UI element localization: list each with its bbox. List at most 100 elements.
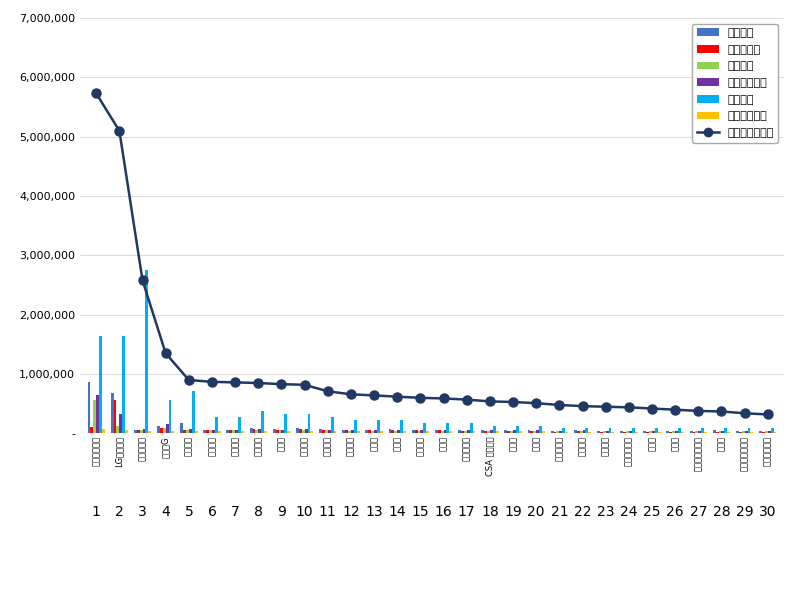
Bar [504,430,507,433]
Bar [299,429,302,433]
Bar [398,430,400,433]
Bar [629,431,632,433]
Bar [334,431,337,433]
브랜드평판지수 [184,376,194,383]
브랜드평판지수 [161,350,170,357]
Bar [226,430,230,433]
Bar [542,431,545,433]
Bar [507,431,510,433]
Bar [322,430,325,433]
Bar [357,431,360,433]
Bar [745,431,747,433]
Bar [171,431,174,433]
Bar [414,430,418,433]
Bar [464,431,466,433]
Bar [241,431,244,433]
브랜드평판지수 [717,408,726,415]
Bar [493,426,496,433]
Bar [374,430,377,433]
Bar [530,431,534,433]
Bar [759,431,762,433]
Bar [305,429,307,433]
Bar [658,432,661,433]
브랜드평판지수 [462,396,471,403]
Bar [180,423,183,433]
Bar [574,430,577,433]
브랜드평판지수 [91,90,101,97]
Bar [466,430,470,433]
Bar [160,428,162,433]
Bar [412,430,414,433]
브랜드평판지수 [531,400,541,407]
Bar [681,432,684,433]
Bar [678,428,681,433]
Bar [262,411,264,433]
Bar [162,427,166,433]
Bar [718,432,722,433]
Bar [626,432,629,433]
Bar [90,427,94,433]
Bar [137,430,140,433]
Bar [258,429,262,433]
Bar [765,432,768,433]
Bar [513,430,516,433]
브랜드평판지수 [277,380,286,388]
Bar [215,417,218,433]
브랜드평판지수 [670,406,680,414]
Bar [368,430,371,433]
Bar [672,432,675,433]
Bar [510,431,513,433]
브랜드평판지수 [416,394,426,402]
Bar [527,430,530,433]
Bar [351,430,354,433]
Bar [609,427,611,433]
Bar [600,432,602,433]
브랜드평판지수 [508,399,518,406]
브랜드평판지수 [254,379,263,386]
Bar [652,431,655,433]
Bar [602,432,606,433]
Bar [473,431,475,433]
Bar [110,393,114,433]
Bar [117,426,119,433]
Bar [282,430,284,433]
Bar [148,431,151,433]
Bar [206,430,209,433]
Bar [157,426,160,433]
Bar [380,431,382,433]
Bar [559,431,562,433]
Line: 브랜드평판지수: 브랜드평판지수 [92,89,772,419]
Bar [96,395,99,433]
Bar [582,430,586,433]
Bar [702,428,704,433]
Bar [194,431,198,433]
Bar [482,430,484,433]
Bar [727,432,730,433]
Bar [169,400,171,433]
브랜드평판지수 [323,388,333,395]
Bar [421,430,423,433]
Bar [716,432,718,433]
Bar [750,432,754,433]
Bar [458,430,461,433]
Bar [597,431,600,433]
Bar [302,430,305,433]
Bar [762,432,765,433]
브랜드평판지수 [485,398,494,405]
Bar [328,430,330,433]
Bar [371,431,374,433]
Bar [690,431,693,433]
Bar [296,427,299,433]
Bar [348,431,351,433]
Bar [484,431,487,433]
Bar [142,429,146,433]
브랜드평판지수 [114,127,124,134]
Bar [770,428,774,433]
Bar [670,432,672,433]
Bar [87,382,90,433]
Bar [774,432,777,433]
Bar [140,430,142,433]
Bar [354,420,357,433]
Legend: 참여지수, 미디어지수, 소통지수, 커뮤니티지수, 시장지수, 사회공헌지수, 브랜드평판지수: 참여지수, 미디어지수, 소통지수, 커뮤니티지수, 시장지수, 사회공헌지수,… [692,23,778,143]
Bar [122,335,125,433]
